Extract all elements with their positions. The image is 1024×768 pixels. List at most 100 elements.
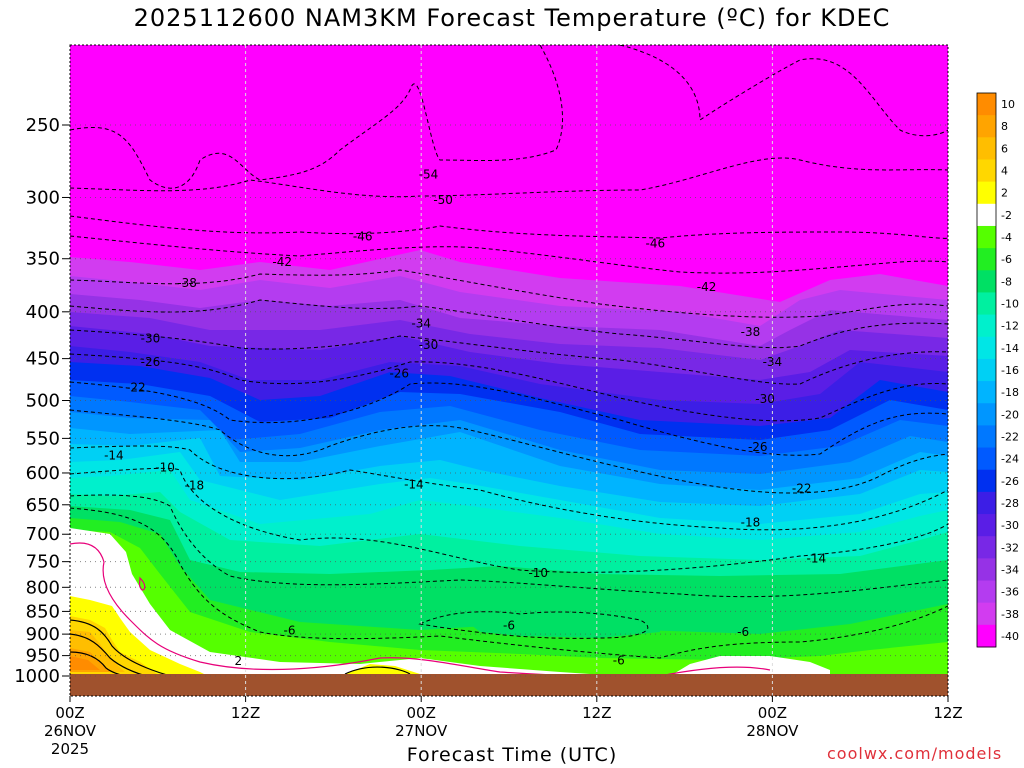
contour-label: -46 — [353, 230, 373, 244]
colorbar-swatch — [977, 358, 996, 382]
colorbar-label: -8 — [1001, 275, 1012, 288]
colorbar-label: -26 — [1001, 475, 1019, 488]
contour-label: -34 — [763, 355, 783, 369]
colorbar-swatch — [977, 536, 996, 559]
ground-surface — [70, 674, 948, 696]
colorbar-label: -30 — [1001, 519, 1019, 532]
colorbar-swatch — [977, 137, 996, 160]
contour-label: -38 — [741, 325, 761, 339]
colorbar-swatch — [977, 115, 996, 138]
y-tick-label: 950 — [26, 646, 60, 667]
y-tick-label: 400 — [26, 302, 60, 323]
contour-label: -42 — [272, 255, 292, 269]
colorbar-swatch — [977, 225, 996, 249]
colorbar-swatch — [977, 248, 996, 271]
colorbar-label: -14 — [1001, 342, 1019, 355]
colorbar-swatch — [977, 381, 996, 404]
contour-label: -6 — [737, 625, 749, 639]
contour-label: -14 — [806, 551, 826, 565]
colorbar-label: -32 — [1001, 541, 1019, 554]
temperature-field — [70, 45, 948, 696]
grid-lines — [70, 45, 948, 696]
colorbar-swatch — [977, 580, 996, 604]
y-tick-label: 450 — [26, 349, 60, 370]
contour-label: -22 — [126, 381, 146, 395]
contour-label: -22 — [792, 482, 812, 496]
colorbar-swatch — [977, 292, 996, 316]
colorbar-swatch — [977, 425, 996, 449]
contour-label: -38 — [177, 276, 197, 290]
colorbar-label: 2 — [1001, 187, 1008, 200]
x-tick-date: 26NOV — [44, 722, 97, 740]
contour-label: -30 — [755, 392, 775, 406]
colorbar-swatch — [977, 336, 996, 360]
contour-label: -50 — [433, 193, 453, 207]
y-tick-label: 650 — [26, 495, 60, 516]
x-tick-label: 00Z — [758, 704, 787, 722]
dashed-isotherms — [70, 45, 948, 659]
plot-frame — [69, 44, 949, 697]
colorbar-swatch — [977, 514, 996, 537]
contour-label: -18 — [185, 478, 205, 492]
contour-label: -10 — [155, 461, 175, 475]
x-tick-label: 12Z — [933, 704, 962, 722]
x-tick-year: 2025 — [51, 740, 89, 758]
x-tick-label: 00Z — [55, 704, 84, 722]
colorbar-swatch — [977, 558, 996, 582]
contour-label: -42 — [697, 280, 717, 294]
y-tick-label: 250 — [26, 115, 60, 136]
contour-label: -26 — [389, 366, 409, 380]
colorbar-label: -34 — [1001, 563, 1019, 576]
contour-label: -6 — [284, 624, 296, 638]
colorbar-label: -22 — [1001, 430, 1019, 443]
colorbar-swatch — [977, 624, 996, 648]
contour-label: 2 — [234, 654, 242, 668]
colorbar-swatch — [977, 93, 996, 116]
colorbar-label: -16 — [1001, 364, 1019, 377]
y-tick-label: 300 — [26, 187, 60, 208]
colorbar-frame — [976, 92, 997, 648]
contour-label: -30 — [141, 332, 161, 346]
colorbar-swatch — [977, 403, 996, 426]
y-tick-label: 1000 — [14, 666, 60, 687]
colorbar-swatch — [977, 447, 996, 471]
colorbar-legend: 10 8 6 4 2 -2 -4 -6 -8 -10 -12 -14 -16 -18 -20 -22 -24 -2… — [976, 92, 1019, 648]
colorbar-label: -6 — [1001, 253, 1012, 266]
colorbar-swatch — [977, 270, 996, 293]
y-tick-label: 800 — [26, 577, 60, 598]
contour-labels: -54-50-46-46-42-42-38-38-34-34-30 -30-30-… — [104, 167, 826, 668]
colorbar-label: -28 — [1001, 497, 1019, 510]
y-tick-label: 350 — [26, 249, 60, 270]
colorbar-label: -20 — [1001, 408, 1019, 421]
colorbar-swatch — [977, 181, 996, 205]
colorbar-label: -10 — [1001, 298, 1019, 311]
colorbar-label: -4 — [1001, 231, 1012, 244]
colorbar-label: -36 — [1001, 586, 1019, 599]
contour-label: -18 — [741, 516, 761, 530]
colorbar-label: -12 — [1001, 320, 1019, 333]
contour-label: -54 — [419, 167, 439, 181]
colorbar-swatch — [977, 159, 996, 183]
y-tick-label: 750 — [26, 552, 60, 573]
colorbar-label: 10 — [1001, 98, 1015, 111]
contour-label: -46 — [646, 237, 666, 251]
contour-label: -6 — [503, 619, 515, 633]
colorbar-label: 4 — [1001, 165, 1008, 178]
colorbar-label: -40 — [1001, 630, 1019, 643]
x-axis-title: Forecast Time (UTC) — [406, 744, 618, 766]
colorbar-swatch — [977, 602, 996, 626]
colorbar-label: -2 — [1001, 209, 1012, 222]
x-tick-date: 27NOV — [395, 722, 448, 740]
colorbar-label: -38 — [1001, 608, 1019, 621]
contour-label: -26 — [748, 440, 768, 454]
contour-label: -14 — [404, 478, 424, 492]
x-tick-label: 12Z — [231, 704, 260, 722]
x-tick-label: 12Z — [582, 704, 611, 722]
colorbar-swatch — [977, 203, 996, 227]
y-tick-label: 900 — [26, 624, 60, 645]
colorbar-swatch — [977, 469, 996, 493]
site-credit: coolwx.com/models — [827, 744, 1003, 763]
contour-label: -6 — [613, 654, 625, 668]
